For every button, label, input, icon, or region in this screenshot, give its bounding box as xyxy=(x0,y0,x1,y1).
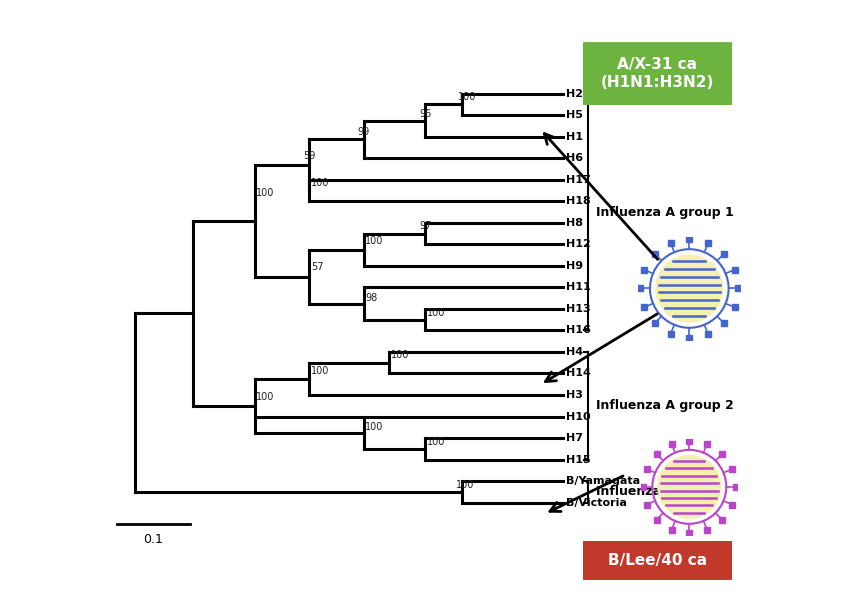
Text: H3: H3 xyxy=(566,390,583,400)
Text: H11: H11 xyxy=(566,282,591,292)
Text: H16: H16 xyxy=(566,325,591,335)
Text: H14: H14 xyxy=(566,368,591,379)
Text: Influenza B: Influenza B xyxy=(596,486,675,498)
Circle shape xyxy=(656,255,722,322)
Text: 96: 96 xyxy=(420,109,431,119)
Text: B/Victoria: B/Victoria xyxy=(566,498,626,508)
Text: H5: H5 xyxy=(566,110,583,120)
FancyBboxPatch shape xyxy=(579,541,736,580)
Text: H13: H13 xyxy=(566,304,591,314)
Text: 57: 57 xyxy=(311,262,323,272)
Text: Influenza A group 2: Influenza A group 2 xyxy=(596,399,734,412)
Text: 99: 99 xyxy=(358,127,370,138)
Text: 100: 100 xyxy=(311,178,329,188)
Text: B/Lee/40 ca: B/Lee/40 ca xyxy=(608,553,707,568)
Text: H7: H7 xyxy=(566,433,583,443)
Text: 97: 97 xyxy=(420,221,431,231)
Text: B/Yamagata: B/Yamagata xyxy=(566,476,640,486)
Text: 100: 100 xyxy=(426,308,445,318)
Text: 100: 100 xyxy=(256,188,275,198)
Text: H6: H6 xyxy=(566,153,583,163)
Text: H4: H4 xyxy=(566,347,583,357)
Text: 100: 100 xyxy=(458,92,477,102)
FancyBboxPatch shape xyxy=(579,42,736,105)
Text: H17: H17 xyxy=(566,175,591,185)
Circle shape xyxy=(658,456,721,518)
Text: H10: H10 xyxy=(566,412,591,421)
Text: H12: H12 xyxy=(566,239,591,249)
Text: 100: 100 xyxy=(391,350,408,360)
Text: A/X-31 ca
(H1N1:H3N2): A/X-31 ca (H1N1:H3N2) xyxy=(601,58,714,90)
Text: H9: H9 xyxy=(566,261,583,271)
Text: 100: 100 xyxy=(455,480,474,490)
Text: H2: H2 xyxy=(566,88,583,99)
Text: 59: 59 xyxy=(304,151,316,161)
Text: 100: 100 xyxy=(365,423,384,432)
Text: Influenza A group 1: Influenza A group 1 xyxy=(596,206,734,219)
Text: H18: H18 xyxy=(566,197,591,206)
Text: 100: 100 xyxy=(426,438,445,447)
Text: H15: H15 xyxy=(566,454,591,465)
Text: 0.1: 0.1 xyxy=(144,532,163,546)
Text: 98: 98 xyxy=(365,293,377,303)
Text: 100: 100 xyxy=(256,392,275,402)
Text: H8: H8 xyxy=(566,218,583,228)
Text: 100: 100 xyxy=(311,366,329,376)
Text: 100: 100 xyxy=(365,236,384,246)
Text: H1: H1 xyxy=(566,132,583,142)
